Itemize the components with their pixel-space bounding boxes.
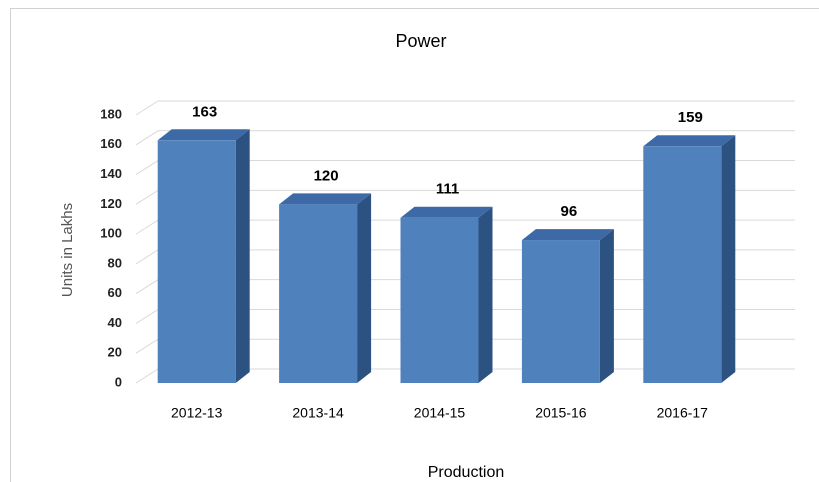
bar [521, 240, 600, 383]
bar-top [400, 206, 493, 218]
chart-title: Power [395, 31, 446, 51]
value-label: 163 [192, 103, 217, 120]
bar-side [357, 193, 372, 383]
y-tick-label: 80 [108, 255, 122, 270]
x-axis-label: Production [428, 464, 505, 481]
chart-frame [10, 8, 819, 482]
y-axis-label: Units in Lakhs [59, 203, 76, 297]
value-label: 120 [314, 167, 339, 184]
grid-line [135, 100, 795, 116]
bar [157, 140, 236, 383]
y-tick-label: 160 [100, 136, 122, 151]
value-label: 111 [436, 181, 459, 198]
x-tick-label: 2014-15 [414, 405, 466, 421]
y-tick-label: 40 [108, 315, 122, 330]
y-tick-label: 120 [100, 196, 122, 211]
value-label: 159 [678, 109, 703, 126]
value-label: 96 [561, 203, 578, 220]
y-tick-label: 180 [100, 106, 122, 121]
bar-top [279, 193, 372, 205]
bar-side [235, 129, 250, 383]
bar-side [721, 135, 736, 383]
x-tick-label: 2013-14 [292, 405, 344, 421]
x-tick-label: 2016-17 [657, 405, 709, 421]
bar [643, 146, 722, 383]
y-tick-label: 20 [108, 345, 122, 360]
bar-top [521, 229, 614, 241]
y-tick-label: 0 [115, 374, 122, 389]
x-tick-label: 2012-13 [171, 405, 223, 421]
grid-line [135, 130, 795, 146]
bar [400, 217, 479, 383]
y-tick-label: 100 [100, 226, 122, 241]
bar-side [478, 206, 493, 383]
bar [279, 204, 358, 383]
x-tick-label: 2015-16 [535, 405, 587, 421]
y-tick-label: 140 [100, 166, 122, 181]
bar-side [599, 229, 614, 383]
y-tick-label: 60 [108, 285, 122, 300]
bar-top [157, 129, 250, 141]
bar-top [643, 135, 736, 147]
